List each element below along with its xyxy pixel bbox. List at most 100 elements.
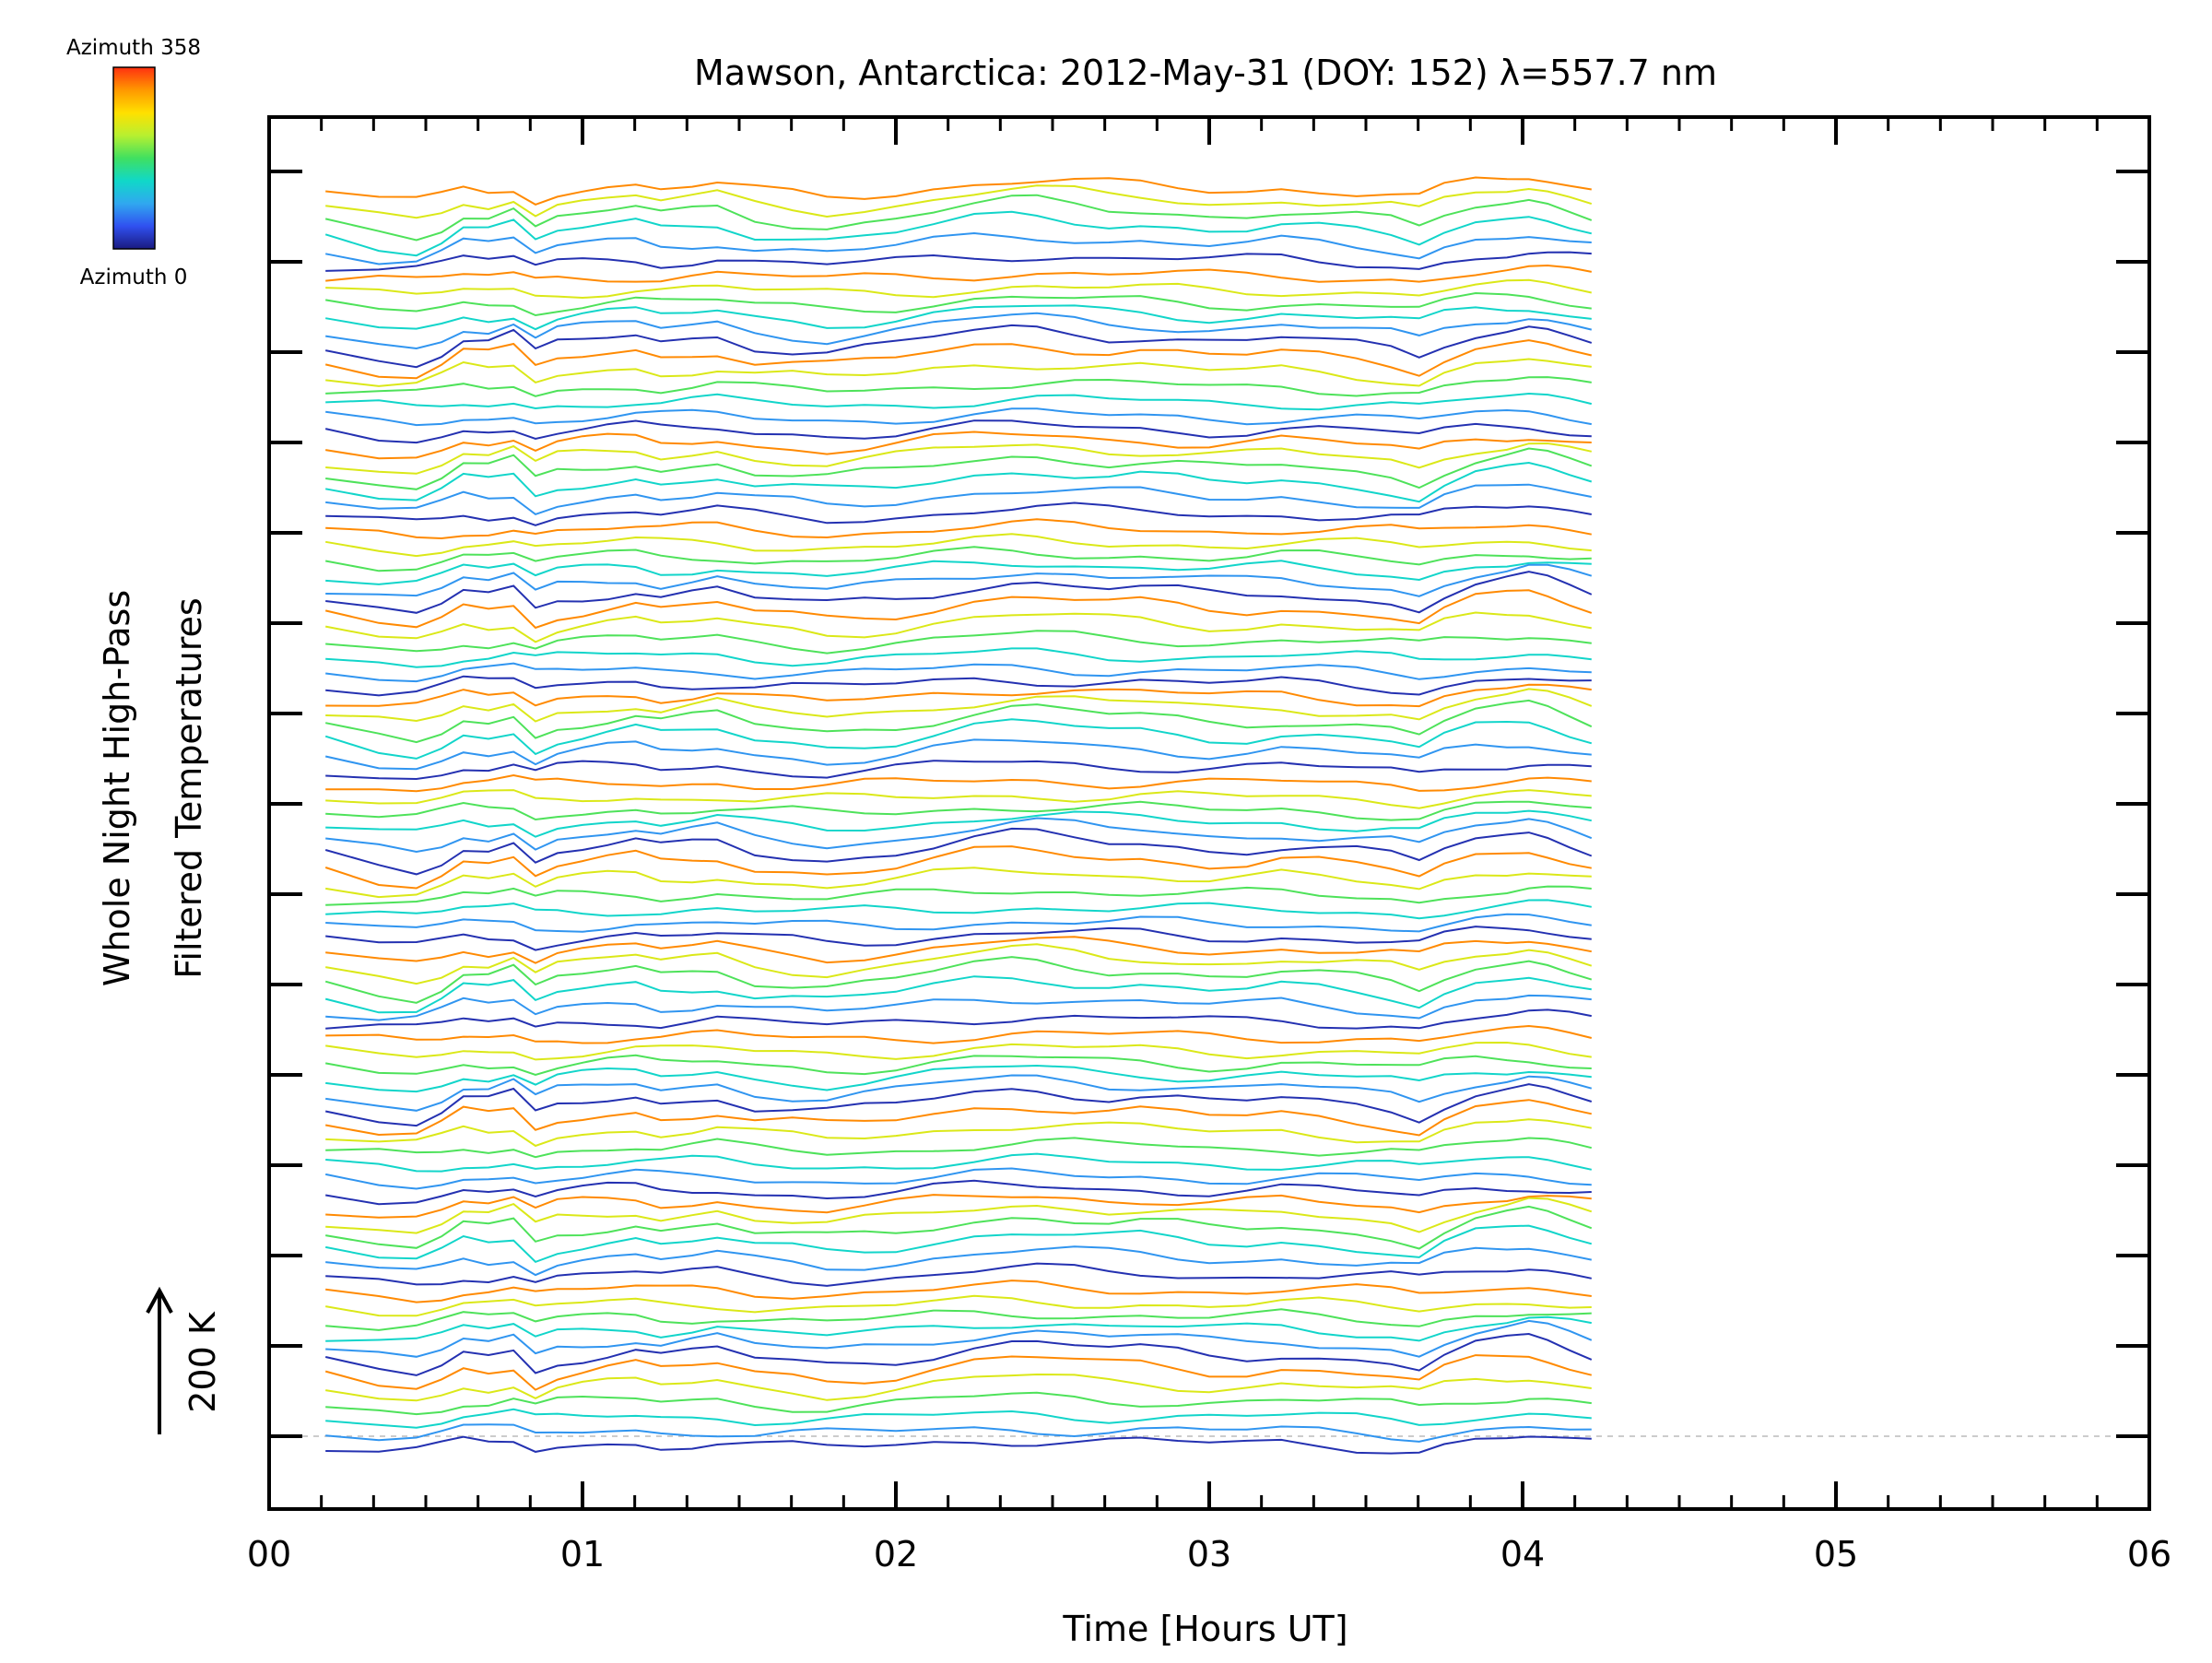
trace-44	[325, 789, 1592, 809]
colorbar-top-label: Azimuth 358	[66, 36, 201, 60]
x-tick-labels: 00 01 02 03 04 05 06	[247, 1534, 2171, 1575]
trace-25	[325, 518, 1592, 540]
x-axis-label: Time [Hours UT]	[1062, 1609, 1347, 1649]
trace-20	[325, 442, 1593, 475]
x-tick-label: 05	[1814, 1534, 1858, 1575]
trace-72	[325, 1179, 1592, 1206]
trace-58	[324, 975, 1592, 1014]
trace-55	[325, 936, 1592, 964]
trace-70	[325, 1152, 1593, 1173]
trace-84	[324, 1332, 1593, 1376]
trace-83	[325, 1319, 1593, 1358]
colorbar-swatch	[112, 66, 156, 250]
trace-46	[325, 809, 1593, 838]
trace-15	[325, 376, 1592, 397]
trace-63	[325, 1054, 1592, 1077]
trace-67	[325, 1099, 1593, 1137]
trace-36	[325, 675, 1592, 697]
azimuth-colorbar: Azimuth 358 Azimuth 0	[66, 36, 201, 289]
trace-33	[325, 630, 1592, 655]
trace-1	[325, 176, 1592, 206]
trace-21	[325, 447, 1593, 490]
y-axis-label-line-2: Filtered Temperatures	[169, 597, 209, 978]
x-tick-label: 01	[560, 1534, 605, 1575]
trace-6	[325, 251, 1592, 272]
trace-39	[325, 699, 1593, 744]
trace-81	[325, 1308, 1592, 1331]
x-tick-label: 03	[1187, 1534, 1231, 1575]
trace-66	[324, 1083, 1593, 1127]
trace-52	[325, 899, 1592, 920]
trace-37	[325, 683, 1592, 708]
trace-40	[324, 718, 1593, 760]
trace-27	[325, 546, 1592, 572]
trace-24	[325, 501, 1592, 526]
scale-bar: 200 K	[146, 1286, 223, 1434]
trace-35	[325, 662, 1592, 683]
colorbar-bottom-label: Azimuth 0	[80, 265, 188, 289]
trace-54	[325, 926, 1592, 951]
trace-79	[325, 1280, 1592, 1303]
trace-41	[324, 738, 1592, 771]
trace-60	[325, 1008, 1592, 1030]
trace-11	[325, 312, 1593, 350]
plot-frame	[267, 115, 2151, 1511]
trace-42	[325, 760, 1592, 781]
trace-69	[325, 1137, 1593, 1159]
trace-17	[325, 407, 1592, 427]
trace-43	[325, 773, 1592, 793]
trace-29	[325, 563, 1593, 597]
trace-68	[325, 1118, 1592, 1148]
trace-89	[325, 1423, 1592, 1443]
trace-22	[325, 461, 1593, 503]
trace-65	[325, 1074, 1593, 1112]
trace-88	[325, 1408, 1592, 1429]
trace-19	[325, 430, 1592, 460]
trace-38	[325, 688, 1593, 723]
trace-47	[325, 817, 1593, 854]
x-tick-label: 06	[2127, 1534, 2171, 1575]
scale-arrow-head	[146, 1286, 173, 1314]
trace-53	[325, 913, 1592, 933]
trace-90	[325, 1435, 1592, 1455]
trace-31	[324, 589, 1593, 630]
trace-28	[325, 560, 1592, 585]
trace-77	[325, 1245, 1592, 1277]
trace-57	[324, 956, 1593, 1004]
trace-73	[325, 1194, 1592, 1219]
trace-13	[324, 339, 1593, 380]
trace-14	[325, 358, 1592, 387]
trace-10	[325, 304, 1592, 331]
x-tick-label: 02	[874, 1534, 918, 1575]
trace-45	[325, 800, 1592, 821]
trace-3	[324, 194, 1593, 242]
chart-title: Mawson, Antarctica: 2012-May-31 (DOY: 15…	[694, 53, 1717, 93]
trace-49	[324, 845, 1592, 890]
trace-80	[325, 1294, 1592, 1317]
trace-32	[325, 611, 1592, 643]
trace-5	[325, 231, 1592, 265]
trace-7	[325, 264, 1592, 283]
trace-85	[324, 1354, 1593, 1391]
trace-23	[325, 483, 1592, 516]
trace-75	[325, 1205, 1593, 1250]
trace-16	[325, 392, 1593, 411]
axes-frame	[267, 115, 2151, 1511]
trace-9	[325, 291, 1592, 317]
trace-59	[325, 994, 1592, 1021]
trace-78	[325, 1262, 1593, 1287]
trace-51	[325, 885, 1592, 906]
trace-18	[324, 419, 1592, 444]
trace-series-group	[324, 176, 1593, 1455]
trace-2	[325, 184, 1593, 219]
trace-86	[325, 1373, 1592, 1402]
trace-61	[325, 1024, 1593, 1044]
scale-bar-label: 200 K	[182, 1311, 223, 1413]
x-tick-label: 00	[247, 1534, 291, 1575]
trace-82	[325, 1315, 1592, 1342]
x-tick-label: 04	[1500, 1534, 1545, 1575]
trace-12	[325, 324, 1593, 369]
trace-64	[325, 1064, 1592, 1093]
